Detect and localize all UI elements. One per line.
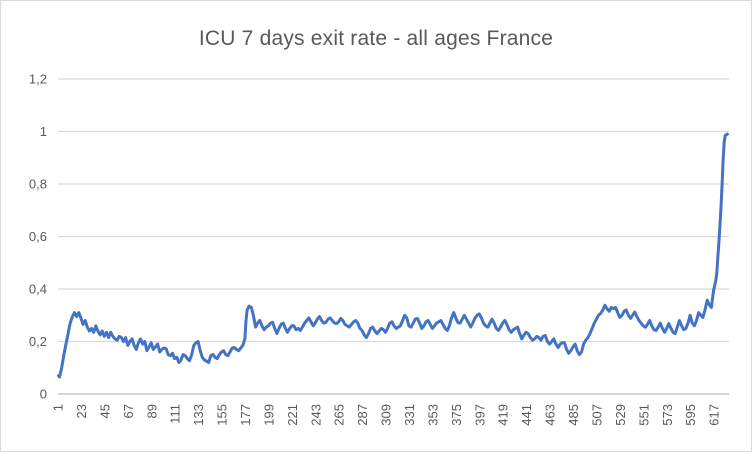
x-axis-tick-label: 265 xyxy=(332,404,347,426)
x-axis-tick-label: 551 xyxy=(636,404,651,426)
x-axis-tick-label: 1 xyxy=(51,404,66,411)
x-axis-tick-label: 309 xyxy=(379,404,394,426)
x-axis-tick-label: 529 xyxy=(613,404,628,426)
x-axis-tick-label: 441 xyxy=(519,404,534,426)
y-axis-tick-label: 0,8 xyxy=(29,177,47,192)
x-axis-tick-label: 617 xyxy=(707,404,722,426)
x-axis-tick-label: 177 xyxy=(238,404,253,426)
x-axis-tick-label: 89 xyxy=(144,404,159,418)
chart-title: ICU 7 days exit rate - all ages France xyxy=(198,27,554,50)
x-axis-tick-label: 199 xyxy=(261,404,276,426)
y-axis-tick-label: 0,4 xyxy=(29,282,47,297)
x-axis-tick-label: 595 xyxy=(683,404,698,426)
y-axis-tick-label: 0,2 xyxy=(29,334,47,349)
x-axis-tick-label: 397 xyxy=(472,404,487,426)
y-axis-tick-label: 0,6 xyxy=(29,229,47,244)
x-axis-tick-label: 133 xyxy=(191,404,206,426)
y-axis-tick-label: 1 xyxy=(40,124,47,139)
x-axis-tick-label: 287 xyxy=(355,404,370,426)
x-axis-tick-label: 221 xyxy=(285,404,300,426)
x-axis-tick-label: 419 xyxy=(496,404,511,426)
x-axis-tick-label: 485 xyxy=(566,404,581,426)
x-axis-tick-label: 353 xyxy=(425,404,440,426)
x-axis-tick-label: 45 xyxy=(97,404,112,418)
x-axis-tick-label: 331 xyxy=(402,404,417,426)
y-axis-tick-label: 0 xyxy=(40,387,47,402)
x-axis-tick-label: 111 xyxy=(168,404,183,424)
x-axis-tick-label: 573 xyxy=(660,404,675,426)
x-axis-tick-label: 67 xyxy=(121,404,136,418)
x-axis-tick-label: 243 xyxy=(308,404,323,426)
y-axis-tick-label: 1,2 xyxy=(29,72,47,87)
x-axis-tick-label: 23 xyxy=(74,404,89,418)
x-axis-tick-label: 463 xyxy=(543,404,558,426)
x-axis-tick-label: 507 xyxy=(589,404,604,426)
data-series-line xyxy=(57,132,729,379)
x-axis-tick-label: 375 xyxy=(449,404,464,426)
x-axis-tick-label: 155 xyxy=(215,404,230,426)
